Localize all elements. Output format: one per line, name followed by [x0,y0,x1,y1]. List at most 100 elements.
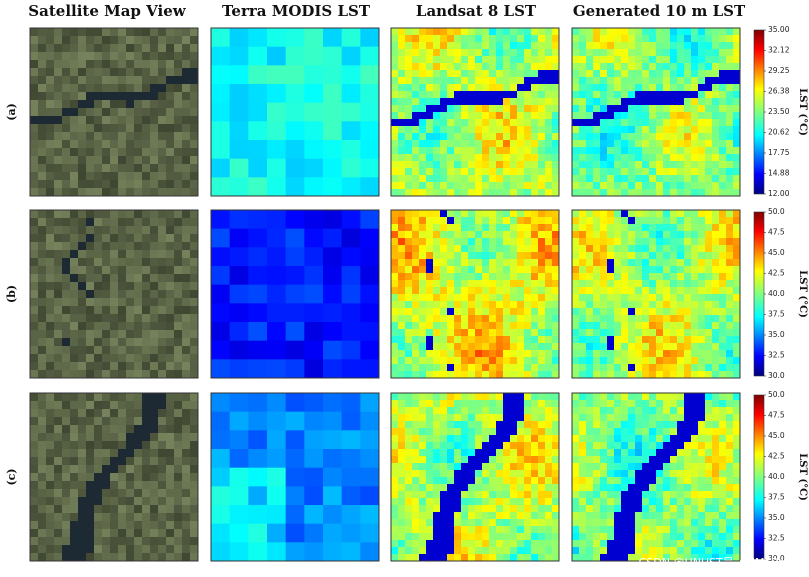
image-pixel [110,156,119,165]
lst-pixel [628,301,636,309]
lst-pixel [670,463,678,471]
lst-pixel [461,371,469,379]
lst-pixel [586,498,594,506]
lst-pixel [600,105,608,113]
image-pixel [94,28,103,37]
lst-pixel [482,329,490,337]
lst-pixel [593,70,601,78]
lst-pixel [670,84,678,92]
lst-pixel [510,414,518,422]
image-pixel [110,537,119,546]
image-pixel [110,417,119,426]
image-pixel [174,156,183,165]
lst-pixel [461,91,469,99]
image-pixel [134,298,143,307]
image-pixel [110,36,119,45]
lst-pixel [607,526,615,534]
lst-pixel [545,554,553,562]
image-pixel [150,258,159,267]
lst-pixel [719,238,727,246]
lst-pixel [726,252,734,260]
lst-pixel [663,519,671,527]
image-pixel [38,370,47,379]
lst-pixel [468,168,476,176]
lst-pixel [649,491,657,499]
lst-pixel [517,154,525,162]
image-pixel [94,425,103,434]
lst-pixel [489,56,497,64]
lst-pixel [621,259,629,267]
lst-pixel [600,154,608,162]
lst-pixel [510,245,518,253]
lst-pixel [712,105,720,113]
lst-pixel [447,140,455,148]
lst-pixel [719,217,727,225]
image-pixel [46,529,55,538]
lst-pixel [426,287,434,295]
lst-pixel [440,364,448,372]
lst-pixel [607,491,615,499]
modis-pixel [341,228,361,248]
image-pixel [150,44,159,53]
lst-pixel [538,554,546,562]
lst-pixel [600,371,608,379]
lst-pixel [489,35,497,43]
lst-pixel [398,154,406,162]
image-pixel [126,290,135,299]
image-pixel [86,100,95,109]
image-pixel [158,521,167,530]
lst-pixel [489,133,497,141]
lst-pixel [691,414,699,422]
lst-pixel [656,547,664,555]
lst-pixel [517,245,525,253]
image-pixel [86,234,95,243]
lst-pixel [677,252,685,260]
lst-pixel [691,364,699,372]
image-pixel [126,164,135,173]
lst-pixel [531,505,539,513]
lst-pixel [572,231,580,239]
lst-pixel [677,77,685,85]
lst-pixel [572,252,580,260]
lst-pixel [607,428,615,436]
lst-pixel [524,252,532,260]
lst-pixel [405,463,413,471]
generated-image [572,28,741,197]
lst-pixel [691,112,699,120]
lst-pixel [614,140,622,148]
image-pixel [134,362,143,371]
lst-pixel [649,273,657,281]
image-pixel [102,28,111,37]
lst-pixel [656,442,664,450]
lst-pixel [719,273,727,281]
image-pixel [78,242,87,251]
image-pixel [126,124,135,133]
lst-pixel [614,301,622,309]
lst-pixel [419,287,427,295]
image-pixel [46,322,55,331]
lst-pixel [538,512,546,520]
lst-pixel [482,533,490,541]
image-pixel [142,36,151,45]
lst-pixel [607,126,615,134]
lst-pixel [503,393,511,401]
lst-pixel [419,393,427,401]
panel-frame [29,209,199,379]
lst-pixel [705,42,713,50]
image-pixel [126,274,135,283]
image-pixel [86,180,95,189]
lst-pixel [447,168,455,176]
lst-pixel [405,238,413,246]
lst-pixel [614,147,622,155]
lst-pixel [412,477,420,485]
lst-pixel [517,294,525,302]
lst-pixel [412,470,420,478]
lst-pixel [538,519,546,527]
lst-pixel [579,217,587,225]
modis-pixel [323,322,343,342]
lst-pixel [531,224,539,232]
image-pixel [190,441,199,450]
lst-pixel [719,175,727,183]
lst-pixel [475,126,483,134]
lst-pixel [412,182,420,190]
